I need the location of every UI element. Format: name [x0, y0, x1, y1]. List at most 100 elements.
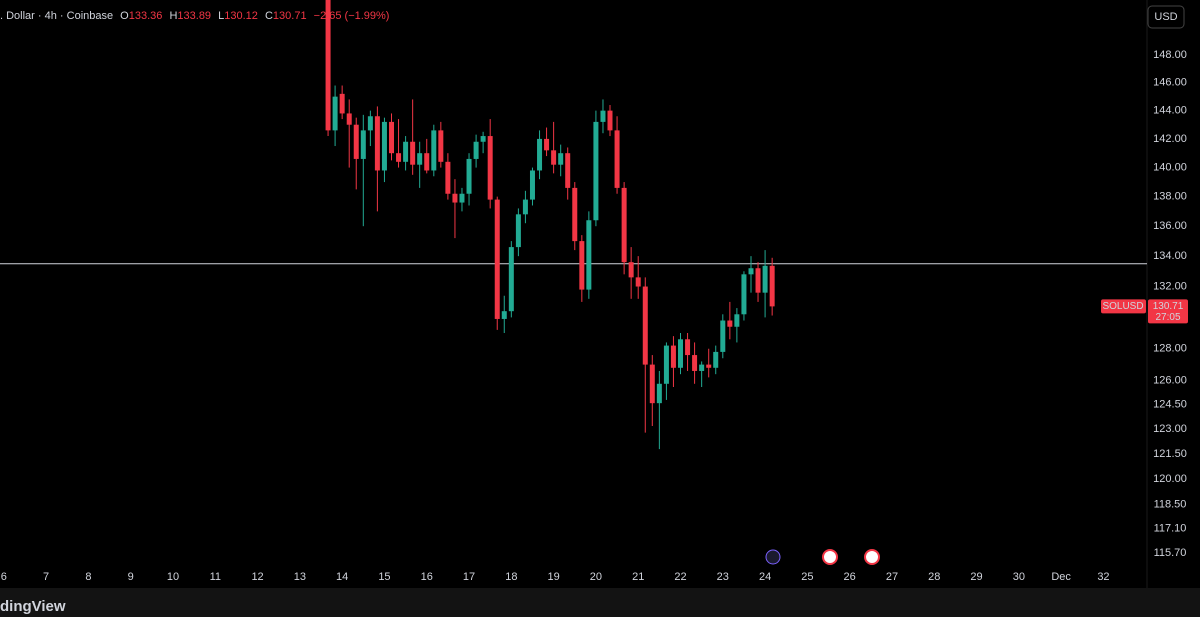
y-tick-label: 121.50	[1153, 448, 1187, 460]
currency-button[interactable]	[1147, 5, 1185, 29]
x-tick-label: 18	[505, 571, 517, 583]
candle-body	[537, 138, 543, 171]
y-tick-label: 126.00	[1153, 374, 1187, 386]
candle-body	[692, 355, 698, 371]
ohlc-value: 130.71	[273, 10, 307, 22]
x-tick-label: 27	[886, 571, 898, 583]
x-tick-label: 7	[43, 571, 49, 583]
y-tick-label: 136.00	[1153, 220, 1187, 232]
x-tick-label: 26	[844, 571, 856, 583]
y-tick-label: 128.00	[1153, 343, 1187, 355]
change: −2.65 (−1.99%)	[314, 10, 390, 22]
ohlc-prefix: L	[218, 10, 224, 22]
candle-body	[663, 345, 669, 384]
candle-body	[332, 96, 338, 131]
candle-body	[410, 141, 416, 165]
ohlc-prefix: H	[169, 10, 177, 22]
x-tick-label: 15	[378, 571, 390, 583]
candle-body	[642, 286, 648, 365]
y-tick-label: 115.70	[1154, 547, 1187, 559]
candle-body	[762, 265, 768, 293]
candle-body	[565, 153, 571, 188]
event-icon[interactable]	[864, 549, 880, 565]
x-tick-label: 11	[210, 571, 221, 583]
candle-body	[614, 130, 620, 188]
y-tick-label: 140.00	[1153, 161, 1187, 173]
x-tick-label: 13	[294, 571, 306, 583]
x-tick-label: 24	[759, 571, 771, 583]
y-tick-label: 146.00	[1153, 77, 1187, 89]
x-tick-label: 20	[590, 571, 602, 583]
candle-body	[438, 130, 444, 162]
candle-body	[558, 153, 564, 165]
last-price: 130.71	[1153, 301, 1184, 312]
x-tick-label: 23	[717, 571, 729, 583]
x-tick-label: 12	[251, 571, 263, 583]
candle-body	[706, 364, 712, 368]
legend-header: . Dollar · 4h · Coinbase O133.36 H133.89…	[0, 10, 389, 22]
y-tick-label: 144.00	[1153, 105, 1187, 117]
candle-body	[720, 320, 726, 352]
candle-body	[501, 311, 507, 319]
candle-body	[544, 138, 550, 151]
candle-body	[389, 121, 395, 154]
y-tick-label: 132.00	[1153, 280, 1187, 292]
x-tick-label: 14	[336, 571, 348, 583]
candle-body	[424, 153, 430, 171]
branding: dingView	[0, 598, 66, 615]
candle-body	[741, 274, 747, 315]
candle-body	[374, 116, 380, 171]
candle-body	[417, 153, 423, 165]
candle-body	[508, 247, 514, 312]
candle-body	[727, 320, 733, 327]
candle-body	[431, 130, 437, 171]
candle-body	[635, 277, 641, 287]
candle-body	[593, 121, 599, 221]
candle-body	[755, 268, 761, 293]
y-tick-label: 148.00	[1153, 49, 1187, 61]
x-tick-label: 29	[970, 571, 982, 583]
candle-body	[480, 136, 486, 142]
candle-body	[685, 339, 691, 356]
candle-body	[353, 124, 359, 159]
candle-body	[656, 383, 662, 404]
ohlc-prefix: C	[265, 10, 273, 22]
y-tick-label: 117.10	[1154, 523, 1187, 535]
event-icon[interactable]	[765, 549, 781, 565]
candle-body	[445, 161, 451, 194]
plot-area	[0, 0, 1147, 450]
candle-body	[325, 0, 331, 131]
candle-body	[769, 265, 775, 307]
candle-body	[487, 136, 493, 200]
candle-body	[572, 187, 578, 242]
candle-body	[607, 110, 613, 131]
x-tick-label: 25	[801, 571, 813, 583]
candle-body	[515, 214, 521, 248]
candle-body	[649, 364, 655, 404]
last-price-box	[1148, 299, 1188, 324]
x-tick-label: 32	[1097, 571, 1109, 583]
y-tick-label: 123.00	[1153, 423, 1187, 435]
candle-body	[381, 121, 387, 171]
y-tick-label: 118.50	[1154, 499, 1187, 511]
currency[interactable]: USD	[1154, 11, 1177, 23]
x-tick-label: 17	[463, 571, 475, 583]
x-tick-label: 30	[1013, 571, 1025, 583]
candle-body	[600, 110, 606, 122]
candle-body	[713, 351, 719, 368]
candle-body	[734, 314, 740, 327]
candle-body	[452, 193, 458, 203]
event-icons	[765, 549, 880, 565]
candle-body	[473, 141, 479, 159]
candle-body	[621, 187, 627, 263]
event-icon[interactable]	[822, 549, 838, 565]
ohlc-prefix: O	[120, 10, 129, 22]
countdown: 27:05	[1155, 312, 1180, 323]
x-tick-label: 19	[547, 571, 559, 583]
y-tick-label: 120.00	[1153, 473, 1187, 485]
candle-body	[529, 170, 535, 200]
candle-body	[466, 158, 472, 194]
